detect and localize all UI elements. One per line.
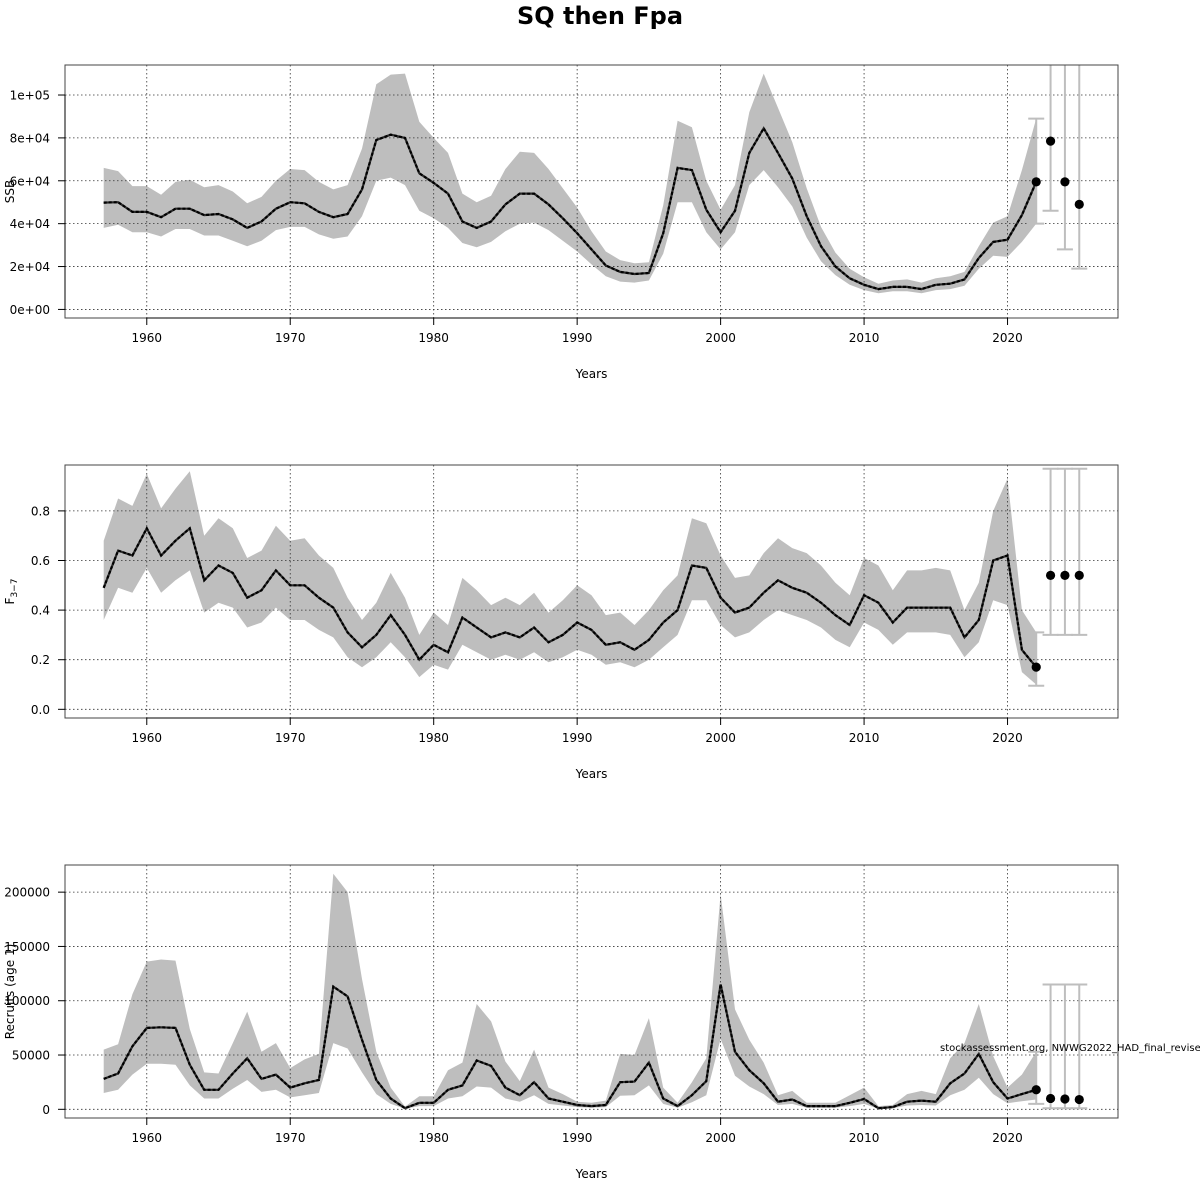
ssb-y-tick-label: 0e+00: [10, 303, 50, 317]
recruits-forecast-point: [1060, 1094, 1070, 1104]
recruits-x-tick-label: 1980: [418, 1131, 449, 1145]
recruits-y-axis-label: Recruits (age 1): [3, 944, 17, 1040]
f-forecast-point: [1060, 570, 1070, 580]
ssb-panel: 1960 1970 1980 1990 2000 2010 2020 Years 0e+00 2e…: [3, 64, 1119, 381]
ssb-x-tick-label: 1960: [131, 331, 162, 345]
recruits-forecast-point: [1074, 1094, 1084, 1105]
ssb-y-tick-label: 2e+04: [10, 260, 50, 274]
ssb-x-tick-label: 1980: [418, 331, 449, 345]
recruits-forecast-point: [1045, 1093, 1056, 1104]
f-forecast-point: [1045, 570, 1056, 580]
ssb-x-tick-label: 2010: [849, 331, 880, 345]
ssb-estimate-line-dashes: [103, 126, 1038, 291]
ssb-y-axis-label: SSB: [3, 180, 17, 203]
ssb-y-tick-label: 6e+04: [10, 174, 50, 188]
ssb-x-tick-label: 2020: [992, 331, 1023, 345]
f-y-tick-label: 0.0: [31, 703, 50, 717]
recruits-y-tick-label: 0: [42, 1103, 50, 1117]
f-x-tick-label: 2000: [705, 731, 736, 745]
ssb-forecast-point: [1060, 177, 1070, 187]
ssb-forecast-point: [1045, 136, 1056, 146]
recruits-y-tick-label: 50000: [12, 1049, 50, 1063]
ssb-x-tick-label: 1970: [275, 331, 306, 345]
recruits-y-tick-label: 100000: [4, 994, 50, 1008]
recruits-estimate-line-dashes: [103, 984, 1037, 1110]
f-x-tick-label: 1980: [418, 731, 449, 745]
f-forecast-point: [1031, 662, 1041, 672]
chart-title: SQ then Fpa: [516, 2, 684, 30]
f-x-axis-label: Years: [575, 767, 608, 781]
ssb-y-tick-label: 8e+04: [10, 131, 50, 145]
recruits-x-tick-label: 1970: [275, 1131, 306, 1145]
f-y-axis-label: F3−7: [3, 579, 20, 605]
ssb-y-tick-label: 4e+04: [10, 217, 50, 231]
recruits-forecast-point: [1031, 1085, 1041, 1095]
f-confidence-band: [103, 471, 1037, 685]
f-x-tick-label: 2020: [992, 731, 1023, 745]
f-y-tick-label: 0.8: [31, 504, 50, 518]
f-y-tick-label: 0.4: [31, 604, 50, 618]
f-x-tick-label: 1970: [275, 731, 306, 745]
ssb-confidence-band: [103, 73, 1037, 294]
f-x-tick-label: 2010: [849, 731, 880, 745]
recruits-y-tick-label: 200000: [4, 886, 50, 900]
f-x-tick-label: 1990: [562, 731, 593, 745]
ssb-x-tick-label: 2000: [705, 331, 736, 345]
f-x-tick-label: 1960: [131, 731, 162, 745]
f-y-tick-label: 0.2: [31, 653, 50, 667]
recruits-confidence-band: [103, 873, 1037, 1109]
recruits-y-tick-label: 150000: [4, 940, 50, 954]
f-forecast-point: [1074, 570, 1084, 580]
f-y-tick-label: 0.6: [31, 554, 50, 568]
ssb-x-axis-label: Years: [575, 367, 608, 381]
ssb-x-tick-label: 1990: [562, 331, 593, 345]
recruits-source-annotation: stockassessment.org, NWWG2022_HAD_final_…: [940, 1043, 1200, 1054]
ssb-forecast-point: [1031, 177, 1041, 187]
recruits-x-tick-label: 1960: [131, 1131, 162, 1145]
recruits-x-tick-label: 2020: [992, 1131, 1023, 1145]
ssb-y-tick-label: 1e+05: [10, 89, 50, 103]
recruits-x-axis-label: Years: [575, 1167, 608, 1181]
ssb-forecast-point: [1074, 199, 1084, 209]
recruits-x-tick-label: 2010: [849, 1131, 880, 1145]
f-estimate-line-dashes: [102, 525, 1038, 668]
fishing-mortality-panel: 1960 1970 1980 1990 2000 2010 2020 Years 0.0 0.2 0…: [3, 464, 1119, 781]
recruitment-panel: 1960 1970 1980 1990 2000 2010 2020 Years 0 50000 1…: [3, 864, 1200, 1181]
recruits-x-tick-label: 2000: [705, 1131, 736, 1145]
recruits-x-tick-label: 1990: [562, 1131, 593, 1145]
